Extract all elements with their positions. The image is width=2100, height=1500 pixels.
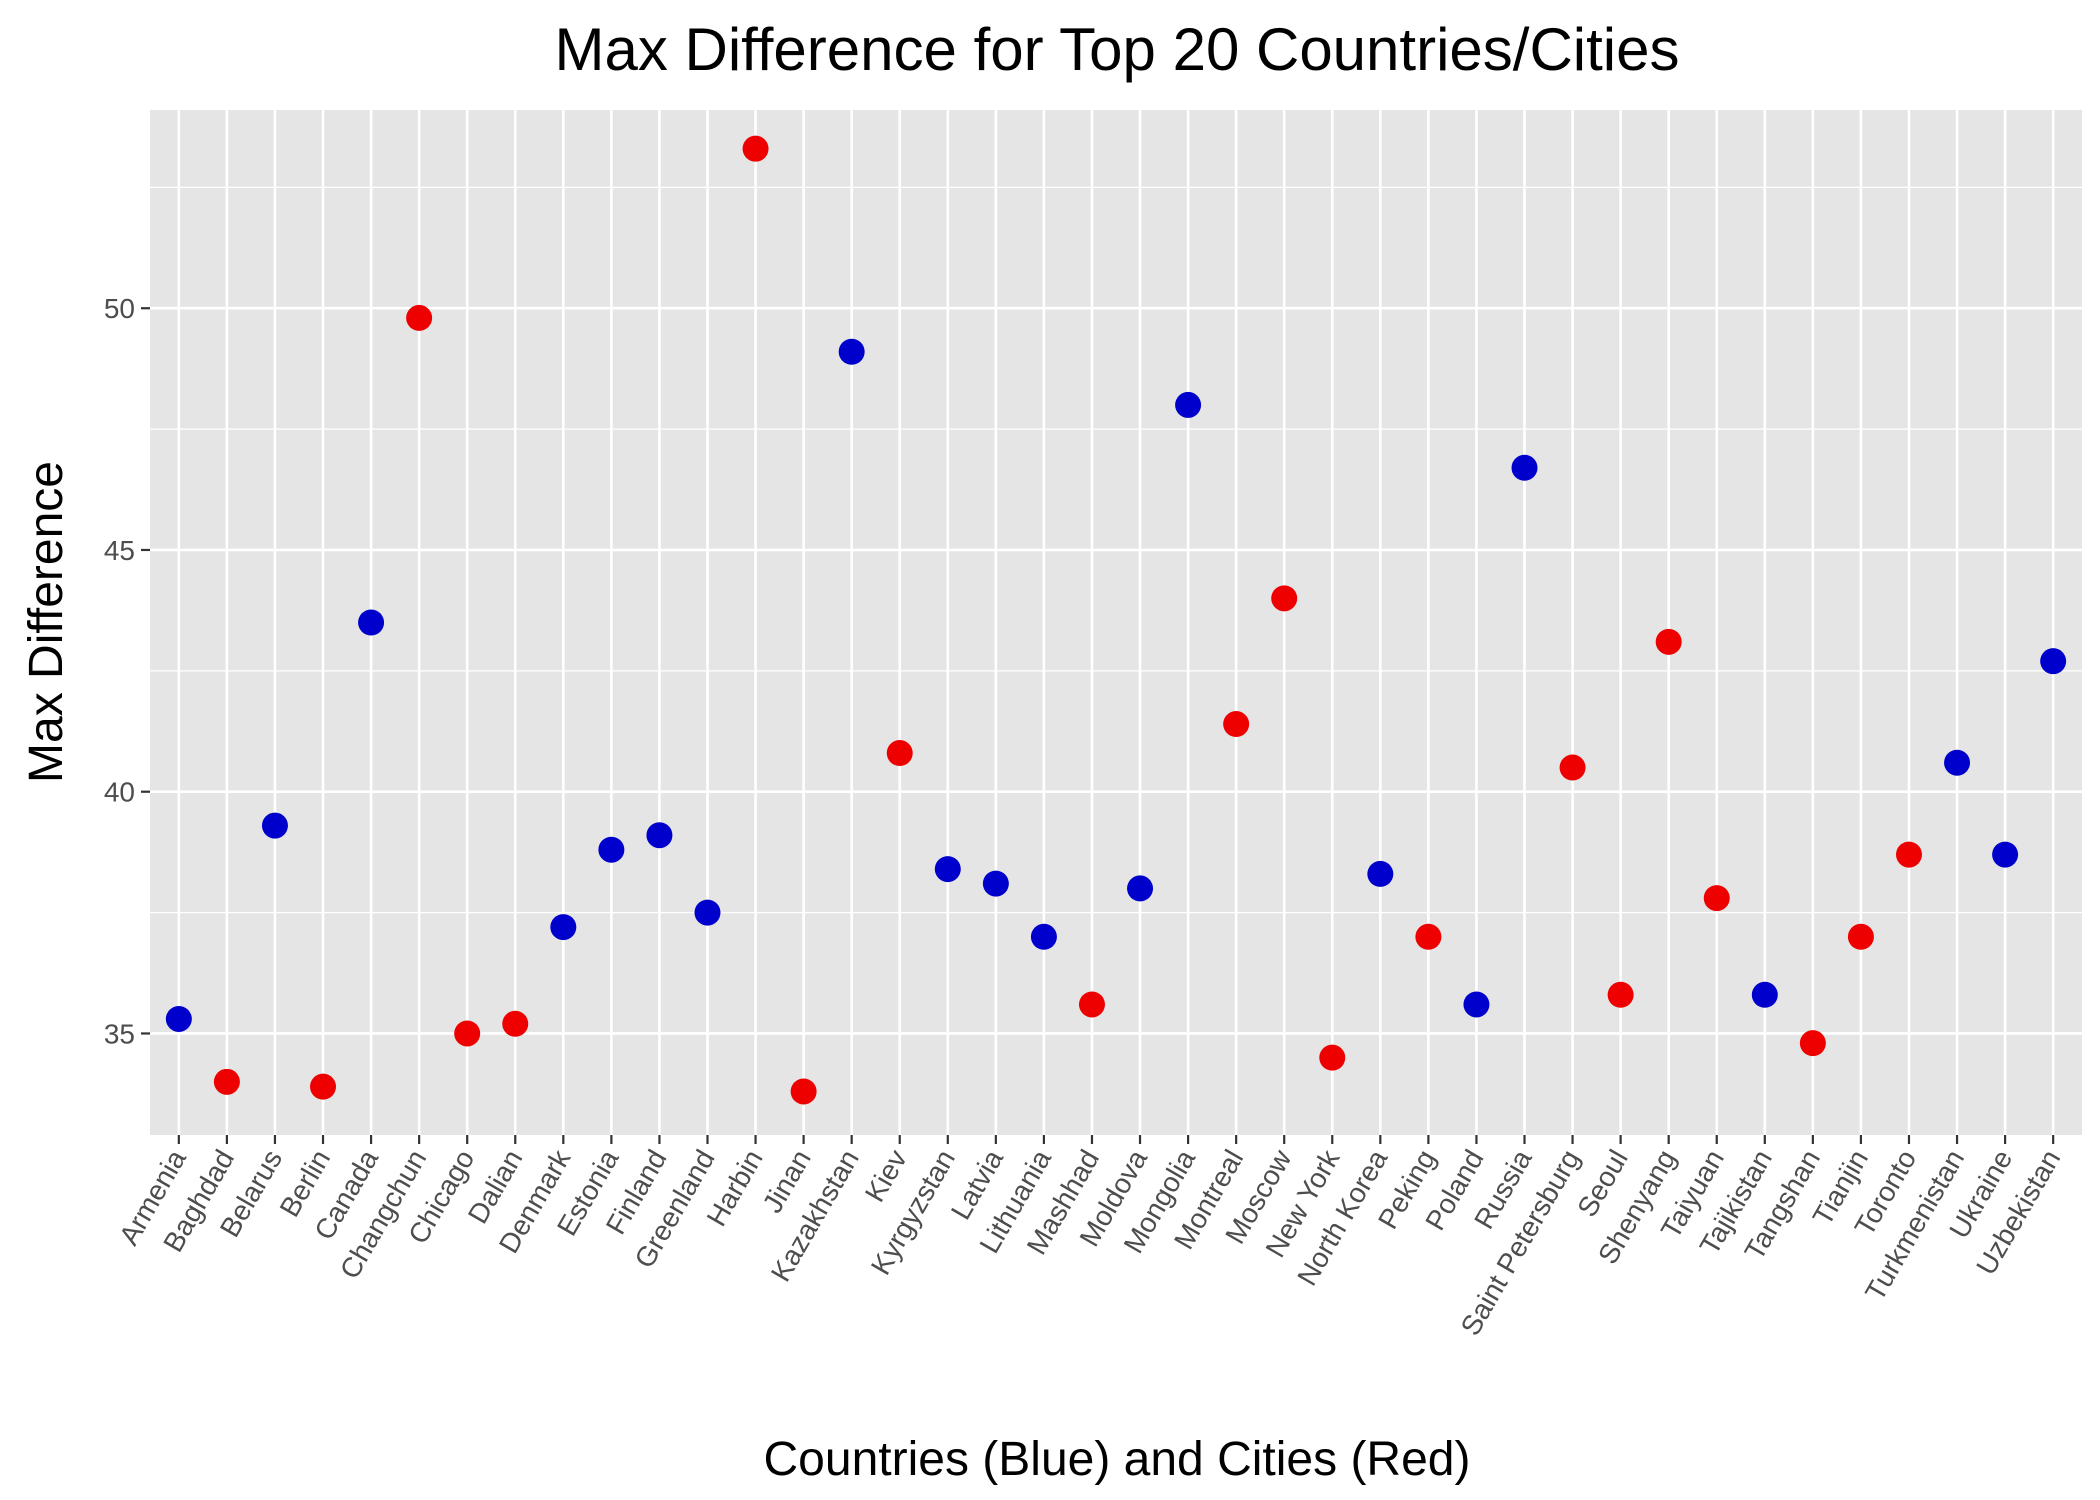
data-point-city — [502, 1010, 529, 1037]
data-point-country — [1511, 454, 1538, 481]
data-point-country — [694, 899, 721, 926]
data-point-city — [886, 740, 913, 767]
data-point-city — [1847, 923, 1874, 950]
x-axis-ticks: ArmeniaBaghdadBelarusBerlinCanadaChangch… — [113, 1135, 2066, 1341]
data-point-country — [1127, 875, 1154, 902]
data-point-country — [550, 914, 577, 941]
data-point-city — [1799, 1030, 1826, 1057]
plot-panel — [150, 110, 2082, 1135]
data-point-city — [1703, 885, 1730, 912]
data-point-city — [213, 1068, 240, 1095]
data-point-country — [1463, 991, 1490, 1018]
data-point-country — [1175, 391, 1202, 418]
data-point-country — [598, 836, 625, 863]
y-axis-ticks: 35 40 45 50 — [104, 293, 150, 1049]
data-point-city — [454, 1020, 481, 1047]
data-point-country — [165, 1005, 192, 1032]
data-point-country — [1030, 923, 1057, 950]
y-tick-label: 40 — [104, 777, 135, 808]
data-point-country — [1367, 860, 1394, 887]
data-point-country — [838, 338, 865, 365]
y-tick-label: 50 — [104, 293, 135, 324]
data-point-country — [2040, 648, 2067, 675]
data-point-city — [1655, 628, 1682, 655]
y-axis-title: Max Difference — [20, 461, 73, 783]
data-point-city — [406, 304, 433, 331]
data-points — [165, 135, 2067, 1105]
data-point-city — [1895, 841, 1922, 868]
data-point-country — [358, 609, 385, 636]
data-point-country — [646, 822, 673, 849]
chart-title: Max Difference for Top 20 Countries/Citi… — [555, 16, 1680, 83]
data-point-city — [790, 1078, 817, 1105]
data-point-city — [1271, 585, 1298, 612]
data-point-city — [1319, 1044, 1346, 1071]
data-point-country — [982, 870, 1009, 897]
data-point-city — [1559, 754, 1586, 781]
data-point-city — [742, 135, 769, 162]
data-point-city — [1223, 711, 1250, 738]
data-point-country — [1751, 981, 1778, 1008]
data-point-city — [310, 1073, 337, 1100]
data-point-country — [1944, 749, 1971, 776]
data-point-country — [934, 856, 961, 883]
data-point-country — [1992, 841, 2019, 868]
y-tick-label: 35 — [104, 1018, 135, 1049]
data-point-city — [1415, 923, 1442, 950]
data-point-city — [1607, 981, 1634, 1008]
y-tick-label: 45 — [104, 535, 135, 566]
data-point-city — [1078, 991, 1105, 1018]
x-axis-title: Countries (Blue) and Cities (Red) — [764, 1433, 1471, 1486]
data-point-country — [261, 812, 288, 839]
